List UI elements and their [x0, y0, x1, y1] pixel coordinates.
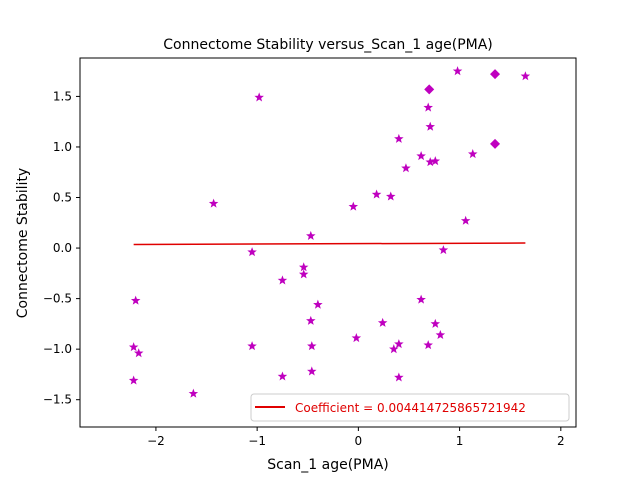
- data-point-star: [306, 315, 316, 325]
- plot-area: [128, 66, 531, 398]
- data-point-star: [254, 92, 264, 102]
- data-point-star: [394, 339, 404, 349]
- axes-frame: [79, 57, 577, 428]
- data-point-star: [247, 341, 257, 351]
- data-point-star: [430, 318, 441, 328]
- data-point-star: [430, 156, 441, 166]
- data-point-star: [416, 294, 426, 304]
- x-tick-label: 1: [456, 434, 464, 448]
- data-point-star: [307, 341, 317, 351]
- y-ticks: −1.5 −1.0 −0.5 0.0 0.5 1.0 1.5: [43, 89, 80, 407]
- data-point-star: [377, 317, 388, 327]
- data-point-star: [371, 189, 382, 199]
- data-point-star: [389, 344, 399, 354]
- data-point-star: [435, 330, 446, 340]
- data-point-star: [247, 247, 257, 257]
- data-point-star: [298, 269, 309, 279]
- data-point-star: [277, 371, 288, 381]
- data-point-star: [128, 342, 139, 352]
- data-point-star: [438, 245, 449, 255]
- x-tick-label: −1: [248, 434, 266, 448]
- data-point-star: [394, 133, 404, 143]
- data-point-star: [208, 198, 219, 208]
- x-axis-label: Scan_1 age(PMA): [267, 457, 389, 473]
- data-point-star: [468, 149, 478, 159]
- data-point-star: [133, 348, 144, 358]
- y-tick-label: 0.5: [53, 191, 72, 205]
- data-point-star: [423, 340, 433, 350]
- chart-title: Connectome Stability versus_Scan_1 age(P…: [163, 37, 493, 53]
- data-point-star: [394, 372, 404, 382]
- data-point-star: [425, 157, 435, 167]
- legend-box: [250, 393, 570, 422]
- y-axis-label: Connectome Stability: [15, 168, 31, 318]
- data-point-diamond: [424, 84, 435, 95]
- data-point-star: [423, 102, 433, 112]
- data-point-star: [460, 215, 471, 225]
- x-tick-label: 0: [355, 434, 363, 448]
- data-point-star: [452, 66, 463, 76]
- data-point-diamond: [490, 138, 501, 149]
- data-point-star: [277, 275, 288, 285]
- data-point-star: [520, 71, 531, 81]
- data-point-diamond: [490, 69, 501, 80]
- data-point-star: [130, 295, 141, 305]
- data-point-star: [348, 201, 359, 211]
- data-point-star: [386, 191, 396, 201]
- data-point-star: [307, 366, 317, 376]
- data-point-star: [188, 388, 199, 398]
- x-ticks: −2 −1 0 1 2: [147, 427, 565, 448]
- data-point-star: [313, 299, 323, 309]
- x-tick-label: −2: [147, 434, 165, 448]
- y-tick-label: −0.5: [43, 292, 72, 306]
- data-point-star: [128, 375, 139, 385]
- y-tick-label: 0.0: [53, 241, 72, 255]
- legend-label: Coefficient = 0.004414725865721942: [295, 401, 526, 415]
- data-point-star: [351, 333, 362, 343]
- data-point-star: [425, 121, 435, 131]
- data-point-star: [306, 230, 316, 240]
- legend: Coefficient = 0.004414725865721942: [250, 393, 570, 422]
- y-tick-label: −1.0: [43, 342, 72, 356]
- data-point-star: [401, 163, 411, 173]
- x-tick-label: 2: [557, 434, 565, 448]
- y-tick-label: 1.5: [53, 89, 72, 103]
- data-point-star: [298, 262, 309, 272]
- regression-line: [133, 242, 526, 246]
- y-tick-label: 1.0: [53, 140, 72, 154]
- y-tick-label: −1.5: [43, 393, 72, 407]
- data-point-star: [416, 151, 426, 161]
